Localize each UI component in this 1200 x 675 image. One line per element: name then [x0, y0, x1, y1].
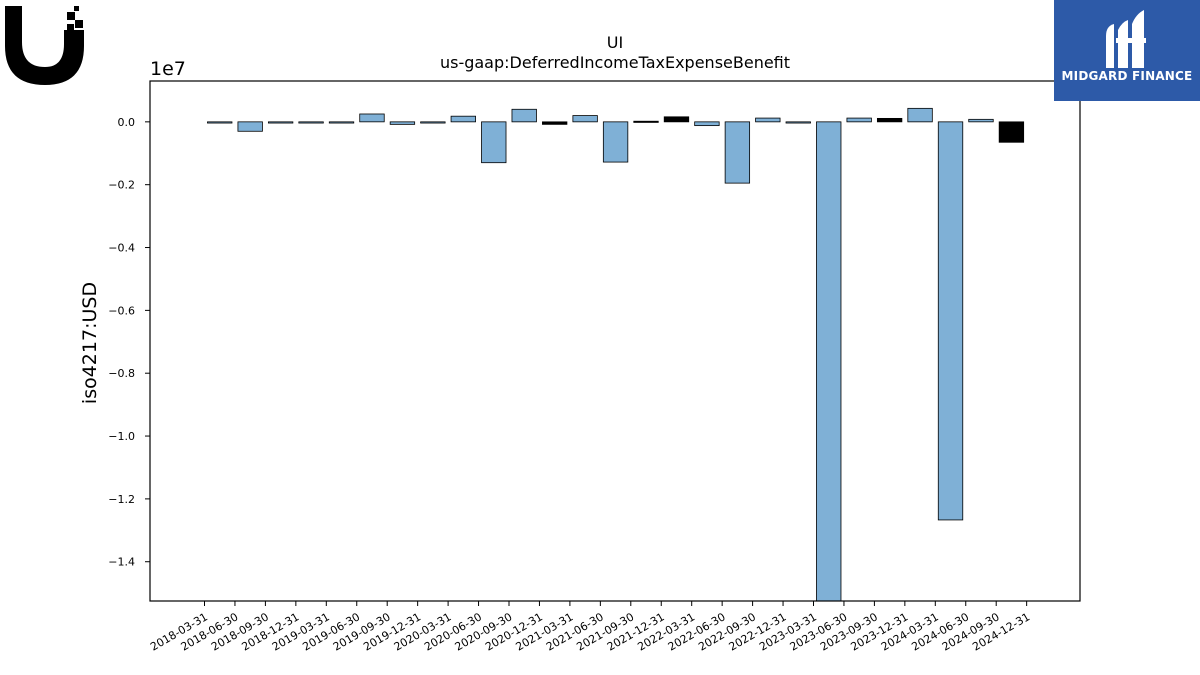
- plot-frame: [149, 80, 1081, 602]
- bar-2024-09-30: [998, 121, 1025, 143]
- bar-2022-09-30: [755, 117, 781, 123]
- bar-2022-03-31: [694, 121, 720, 127]
- y-tick-label: −0.4: [108, 242, 135, 255]
- y-tick-label: −1.0: [108, 430, 135, 443]
- bar-2018-09-30: [267, 121, 294, 124]
- bar-2018-03-31: [207, 121, 233, 124]
- bar-2018-12-31: [298, 121, 324, 124]
- bar-2022-12-31: [785, 121, 811, 124]
- bar-2021-09-30: [633, 120, 659, 123]
- chart-title: UI: [607, 33, 623, 52]
- bar-2022-06-30: [724, 121, 751, 184]
- bar-2020-06-30: [481, 121, 507, 164]
- bar-2019-09-30: [389, 121, 416, 125]
- bar-2023-12-31: [907, 107, 933, 123]
- bar-2020-03-31: [450, 115, 476, 123]
- bar-2021-03-31: [572, 115, 598, 123]
- chart-subtitle: us-gaap:DeferredIncomeTaxExpenseBenefit: [440, 53, 790, 72]
- y-tick-label: −1.4: [108, 556, 135, 569]
- bar-2024-06-30: [968, 118, 994, 123]
- y-offset-label: 1e7: [150, 58, 186, 80]
- bar-2023-09-30: [876, 117, 903, 123]
- x-axis-ticks: 2018-03-312018-06-302018-09-302018-12-31…: [148, 601, 1032, 654]
- bar-2018-06-30: [237, 121, 263, 132]
- ubiquiti-u-icon: [5, 6, 84, 85]
- bar-2019-03-31: [328, 121, 355, 124]
- bar-2019-12-31: [420, 121, 446, 124]
- bar-2019-06-30: [359, 113, 385, 123]
- bar-2023-03-31: [816, 121, 842, 602]
- y-axis-label: iso4217:USD: [79, 282, 101, 404]
- y-tick-label: −0.2: [108, 179, 135, 192]
- bar-2021-06-30: [602, 121, 629, 163]
- brand-badge: MIDGARD FINANCE: [1054, 0, 1200, 101]
- bar-2020-12-31: [542, 121, 568, 125]
- y-tick-label: −0.8: [108, 367, 135, 380]
- y-tick-label: 0.0: [118, 116, 136, 129]
- brand-name: MIDGARD FINANCE: [1061, 69, 1193, 83]
- midgard-m-icon: [1106, 10, 1146, 68]
- y-tick-label: −0.6: [108, 304, 135, 317]
- bar-2023-06-30: [846, 117, 872, 123]
- bars-group: [207, 107, 1025, 602]
- bar-2021-12-31: [663, 116, 690, 123]
- bar-2020-09-30: [511, 108, 537, 123]
- y-axis-ticks: 0.0 −0.2 −0.4 −0.6 −0.8 −1.0 −1.2 −1.4: [108, 116, 150, 569]
- bar-2024-03-31: [937, 121, 964, 521]
- y-tick-label: −1.2: [108, 493, 135, 506]
